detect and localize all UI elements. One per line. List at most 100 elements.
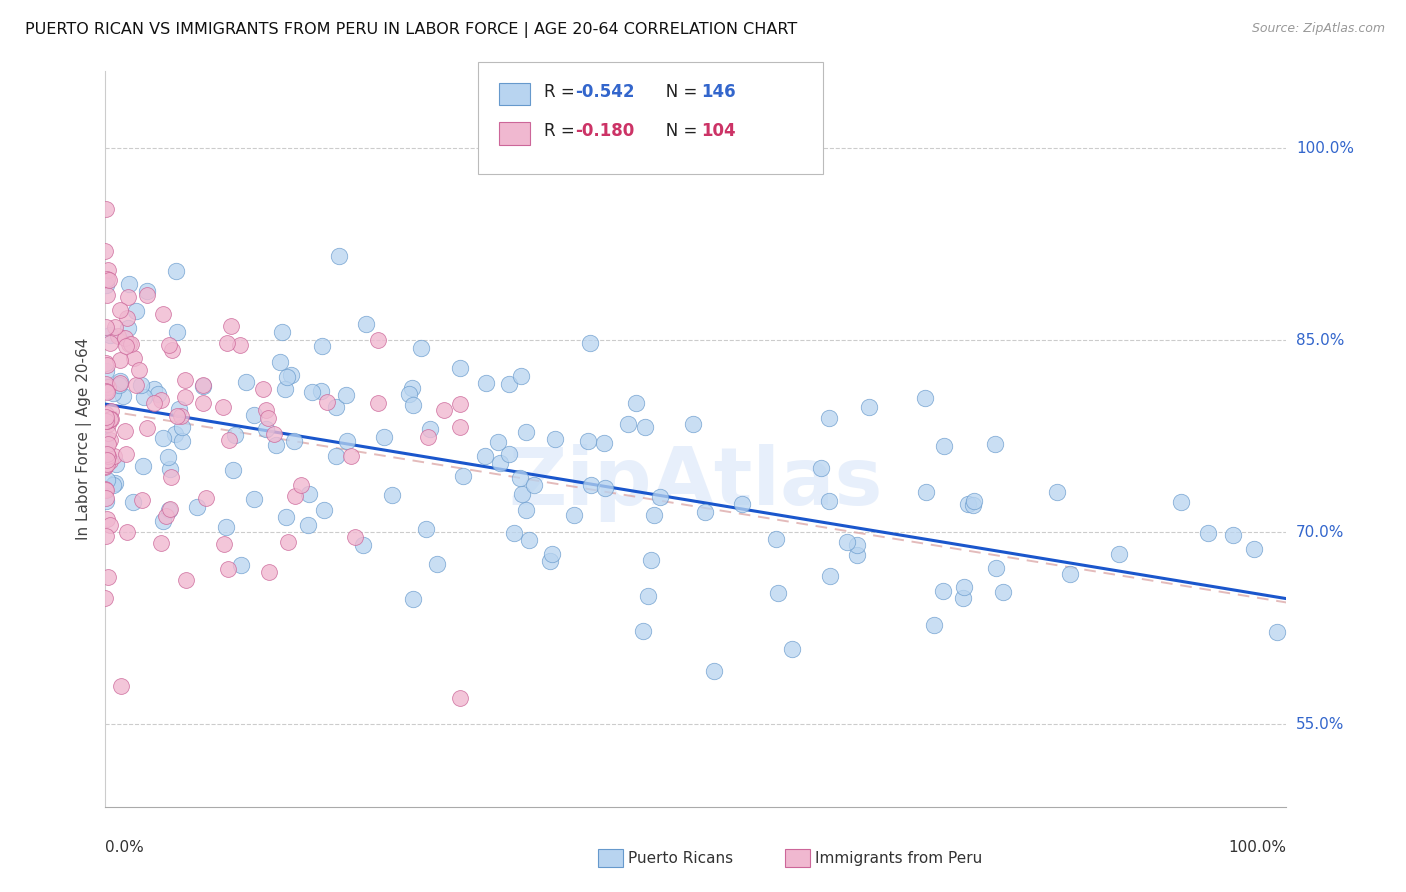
Point: [254, 402, 277, 417]
Point: [328, 249, 350, 263]
Point: [818, 569, 841, 583]
Point: [214, 520, 236, 534]
Point: [335, 387, 357, 401]
Point: [125, 378, 148, 392]
Text: -0.542: -0.542: [575, 83, 634, 101]
Point: [97, 380, 120, 394]
Point: [108, 302, 131, 317]
Point: [846, 538, 869, 552]
Point: [98, 412, 121, 426]
Text: N =: N =: [650, 83, 702, 101]
Point: [159, 462, 181, 476]
Point: [235, 375, 257, 389]
Point: [984, 436, 1007, 450]
Point: [157, 503, 180, 517]
Point: [616, 417, 638, 432]
Point: [195, 491, 218, 505]
Point: [114, 331, 136, 345]
Point: [401, 591, 423, 606]
Point: [169, 401, 191, 416]
Point: [101, 477, 124, 491]
Point: [509, 368, 531, 383]
Point: [1222, 527, 1244, 541]
Point: [122, 351, 145, 365]
Point: [94, 376, 117, 391]
Point: [100, 403, 122, 417]
Point: [780, 642, 803, 657]
Point: [579, 478, 602, 492]
Point: [107, 377, 129, 392]
Point: [94, 202, 117, 217]
Point: [94, 244, 117, 258]
Point: [252, 382, 274, 396]
Point: [426, 557, 449, 571]
Text: -0.180: -0.180: [575, 122, 634, 140]
Point: [962, 498, 984, 512]
Point: [986, 561, 1008, 575]
Point: [354, 317, 377, 331]
Point: [409, 342, 432, 356]
Point: [191, 396, 214, 410]
Point: [284, 489, 307, 503]
Y-axis label: In Labor Force | Age 20-64: In Labor Force | Age 20-64: [76, 338, 91, 541]
Point: [274, 510, 297, 524]
Point: [242, 408, 264, 422]
Point: [157, 450, 180, 464]
Point: [449, 420, 471, 434]
Point: [229, 558, 252, 572]
Point: [186, 500, 208, 514]
Point: [118, 277, 141, 291]
Point: [98, 336, 121, 351]
Point: [325, 400, 347, 414]
Point: [94, 591, 117, 606]
Point: [94, 414, 117, 428]
Point: [155, 509, 177, 524]
Point: [544, 432, 567, 446]
Point: [96, 452, 118, 467]
Point: [593, 436, 616, 450]
Point: [634, 419, 657, 434]
Point: [159, 469, 181, 483]
Point: [94, 319, 117, 334]
Point: [340, 450, 363, 464]
Point: [314, 503, 336, 517]
Point: [174, 573, 197, 587]
Text: 146: 146: [702, 83, 737, 101]
Point: [96, 447, 118, 461]
Point: [121, 495, 143, 509]
Point: [290, 477, 312, 491]
Point: [449, 360, 471, 375]
Point: [94, 434, 117, 448]
Point: [128, 363, 150, 377]
Point: [165, 263, 187, 277]
Point: [173, 390, 195, 404]
Point: [401, 381, 423, 395]
Point: [100, 327, 122, 342]
Point: [191, 377, 214, 392]
Point: [96, 414, 118, 428]
Point: [316, 395, 339, 409]
Point: [98, 518, 121, 533]
Point: [96, 271, 118, 285]
Point: [96, 359, 118, 373]
Point: [579, 336, 602, 351]
Point: [301, 384, 323, 399]
Point: [538, 554, 561, 568]
Point: [94, 364, 117, 378]
Point: [419, 422, 441, 436]
Point: [94, 410, 117, 425]
Text: Puerto Ricans: Puerto Ricans: [628, 851, 734, 865]
Point: [103, 449, 125, 463]
Point: [1243, 541, 1265, 556]
Point: [229, 338, 252, 352]
Point: [117, 320, 139, 334]
Point: [193, 379, 215, 393]
Point: [486, 435, 509, 450]
Point: [298, 486, 321, 500]
Point: [564, 508, 586, 523]
Point: [643, 508, 665, 523]
Point: [98, 433, 121, 447]
Point: [924, 618, 946, 632]
Point: [703, 665, 725, 679]
Point: [112, 389, 135, 403]
